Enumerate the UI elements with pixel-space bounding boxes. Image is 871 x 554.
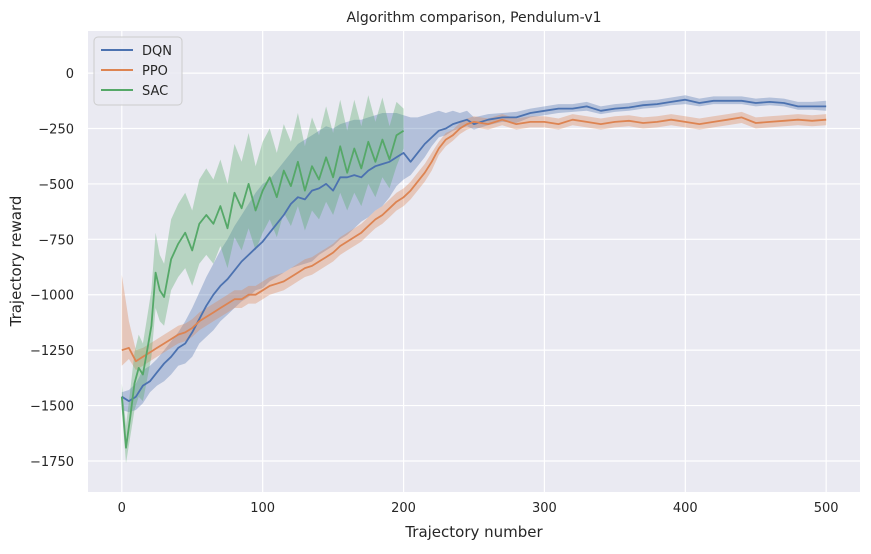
x-tick-label: 0 [118,501,126,516]
x-axis-label: Trajectory number [404,523,543,541]
legend-box [93,36,183,106]
legend-label-dqn: DQN [142,44,172,59]
y-tick-label: −750 [38,233,74,248]
y-axis-ticks: 0 −250 −500 −750 −1000 −1250 −1500 −1750 [30,67,74,470]
y-tick-label: 0 [66,67,74,82]
legend-label-ppo: PPO [142,64,168,79]
y-tick-label: −250 [38,123,74,138]
x-tick-label: 500 [814,501,839,516]
x-axis-ticks: 0 100 200 300 400 500 [118,501,839,516]
y-tick-label: −500 [38,178,74,193]
x-tick-label: 400 [673,501,698,516]
series-lines [120,98,827,449]
x-tick-label: 200 [391,501,416,516]
legend: DQN PPO SAC [93,36,183,106]
y-tick-label: −1250 [30,344,74,359]
dqn-series-line [121,98,827,403]
legend-label-sac: SAC [142,84,168,99]
sac-series-line [120,129,405,449]
sac-confidence-band [121,95,404,464]
y-tick-label: −1750 [30,455,74,470]
x-tick-label: 300 [532,501,557,516]
plot-background [88,31,860,492]
x-tick-label: 100 [250,501,275,516]
grid-lines [88,31,860,492]
y-axis-label: Trajectory reward [7,196,25,328]
dqn-confidence-band [121,95,827,413]
y-tick-label: −1500 [30,400,74,415]
ppo-series-line [121,116,827,363]
chart-title: Algorithm comparison, Pendulum-v1 [346,10,601,26]
y-tick-label: −1000 [30,289,74,304]
confidence-bands [121,95,827,464]
